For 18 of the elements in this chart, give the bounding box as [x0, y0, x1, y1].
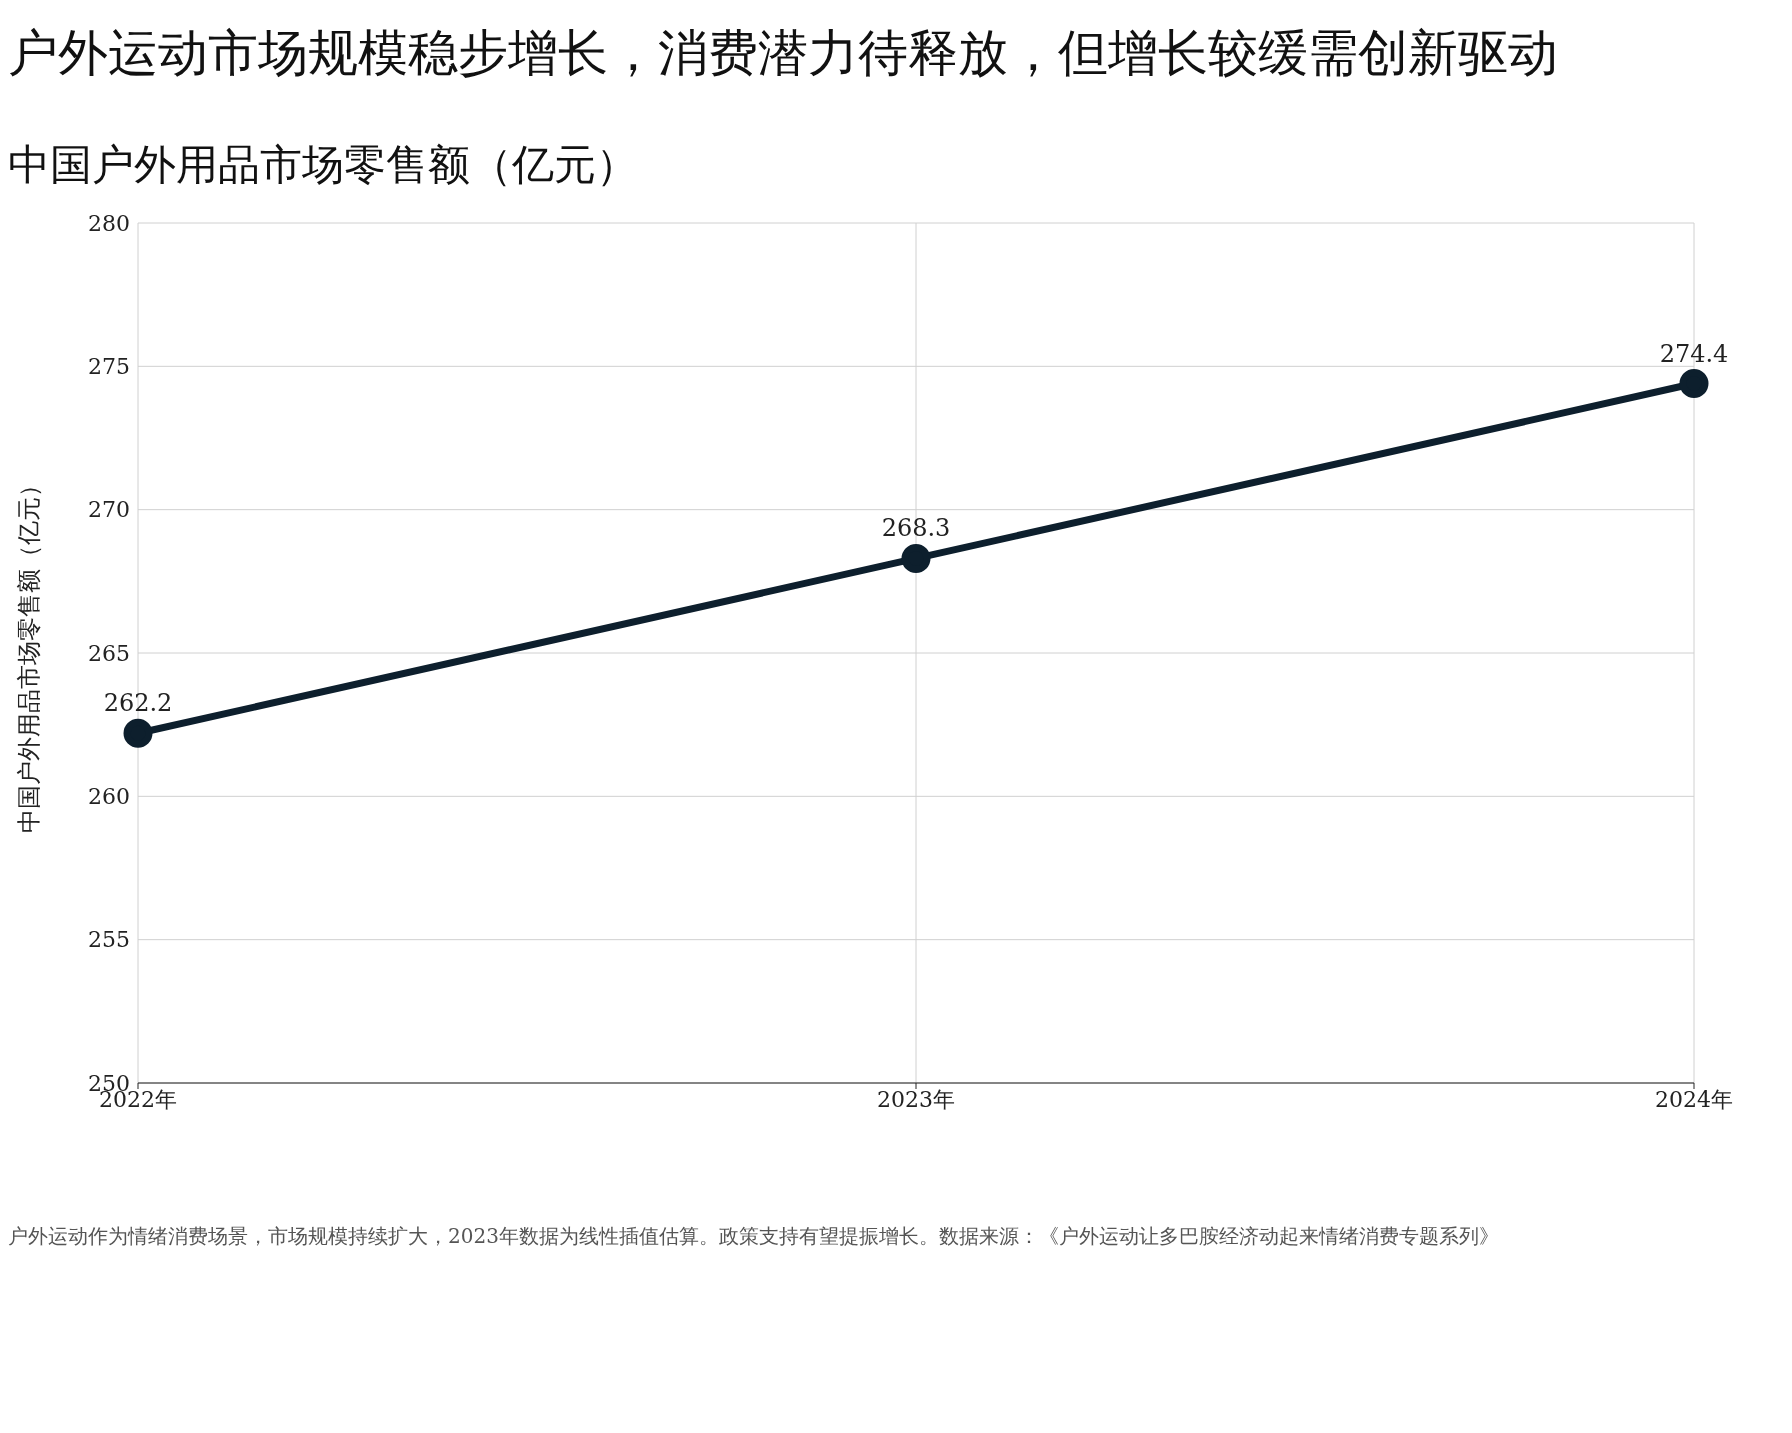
- point: [901, 543, 931, 573]
- chart-subtitle: 中国户外用品市场零售额（亿元）: [8, 139, 639, 191]
- y-tick-label: 275: [88, 354, 130, 380]
- y-tick-label: 260: [88, 784, 130, 810]
- point: [1679, 369, 1709, 399]
- y-tick-label: 270: [88, 497, 130, 523]
- x-tick-label: 2024年: [1655, 1086, 1733, 1112]
- y-tick-label: 255: [88, 927, 130, 953]
- y-tick-label: 265: [88, 640, 130, 666]
- data-label: 262.2: [103, 689, 173, 718]
- data-label: 274.4: [1659, 339, 1729, 368]
- data-label: 268.3: [881, 514, 951, 543]
- y-axis-title: 中国户外用品市场零售额（亿元）: [14, 473, 43, 833]
- chart-title: 户外运动市场规模稳步增长，消费潜力待释放，但增长较缓需创新驱动: [8, 23, 1559, 84]
- y-tick-label: 280: [88, 210, 130, 236]
- text: 户外运动作为情绪消费场景，市场规模持续扩大，2023年数据为线性插值估算。政策支持有望提振增长。数据来源：《户外运动让多巴胺经济动起来情绪消费专题系列》: [8, 1223, 1500, 1250]
- point: [123, 718, 153, 748]
- x-tick-label: 2023年: [877, 1086, 955, 1112]
